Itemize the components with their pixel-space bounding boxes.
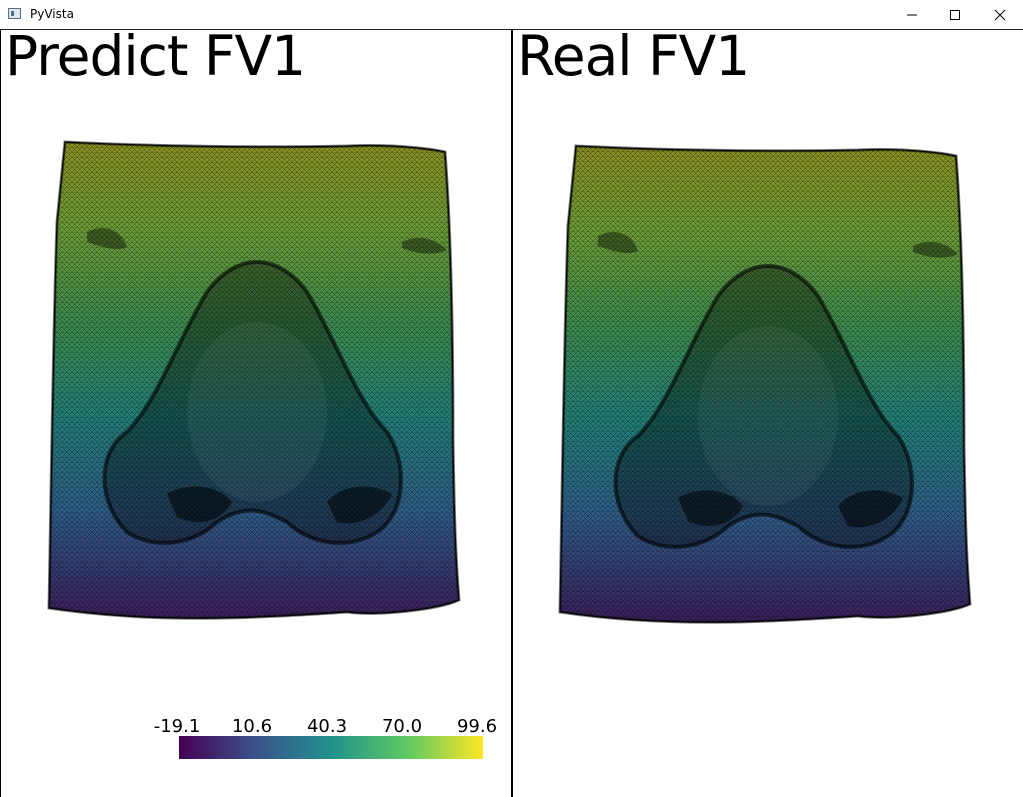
predict-viewport[interactable]: -19.1 10.6 40.3 70.0 99.6 Predict FV1	[0, 30, 511, 797]
close-button[interactable]	[977, 0, 1023, 29]
colorbar-gradient	[179, 736, 483, 759]
minimize-icon	[907, 14, 917, 15]
maximize-icon	[950, 9, 960, 20]
window-title: PyVista	[30, 7, 74, 21]
maximize-button[interactable]	[932, 0, 978, 29]
colorbar-tick-label: 40.3	[307, 716, 347, 737]
predicted-nose-mesh[interactable]	[1, 30, 511, 797]
viewport-divider	[511, 30, 513, 797]
app-icon	[8, 8, 21, 19]
predict-title: Predict FV1	[5, 30, 306, 88]
colorbar-tick-label: 99.6	[457, 716, 497, 737]
colorbar-tick-label: -19.1	[154, 716, 201, 737]
scalar-colorbar: -19.1 10.6 40.3 70.0 99.6	[154, 716, 497, 759]
minimize-button[interactable]	[889, 0, 935, 29]
real-title: Real FV1	[517, 30, 750, 88]
close-icon	[994, 9, 1006, 20]
colorbar-tick-label: 10.6	[232, 716, 272, 737]
colorbar-tick-label: 70.0	[382, 716, 422, 737]
real-nose-mesh[interactable]	[513, 30, 1023, 797]
real-viewport[interactable]: Real FV1	[513, 30, 1023, 797]
title-bar: PyVista	[0, 0, 1023, 30]
